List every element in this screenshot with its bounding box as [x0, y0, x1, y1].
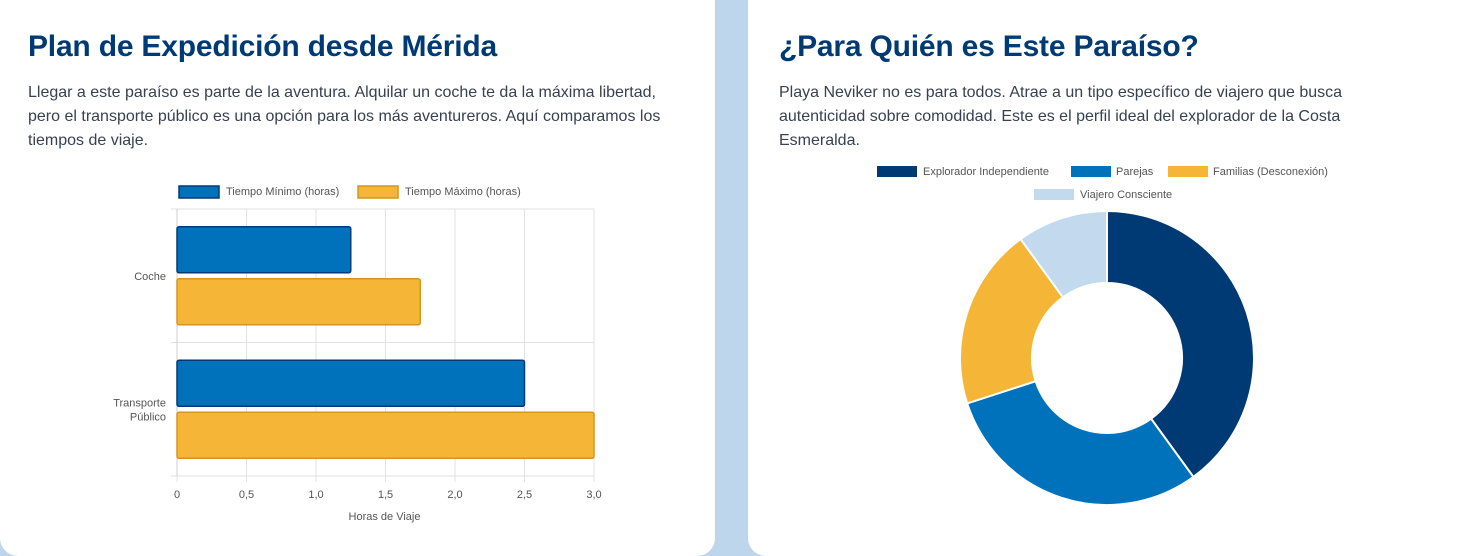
legend-swatch[interactable] — [1168, 166, 1208, 177]
x-axis-title: Horas de Viaje — [349, 511, 421, 523]
x-tick-label: 2,5 — [517, 489, 532, 501]
audience-title: ¿Para Quién es Este Paraíso? — [779, 30, 1199, 63]
bar[interactable] — [176, 411, 595, 459]
bar[interactable] — [176, 359, 526, 407]
travel-plan-description: Llegar a este paraíso es parte de la ave… — [28, 84, 661, 149]
legend-label[interactable]: Tiempo Máximo (horas) — [405, 186, 521, 198]
legend-swatch[interactable] — [877, 166, 917, 177]
y-tick-label: Público — [130, 411, 166, 423]
travel-plan-title: Plan de Expedición desde Mérida — [28, 30, 497, 63]
legend-label[interactable]: Familias (Desconexión) — [1213, 166, 1328, 178]
legend-label[interactable]: Explorador Independiente — [923, 166, 1049, 178]
x-tick-label: 1,0 — [308, 489, 323, 501]
audience-description: Playa Neviker no es para todos. Atrae a … — [779, 84, 1343, 149]
doughnut-slice[interactable] — [959, 237, 1065, 405]
audience-card: ¿Para Quién es Este Paraíso? Playa Nevik… — [748, 0, 1463, 556]
bar[interactable] — [176, 226, 352, 274]
legend-label[interactable]: Tiempo Mínimo (horas) — [226, 186, 339, 198]
x-tick-label: 0,5 — [239, 489, 254, 501]
y-tick-label: Transporte — [113, 397, 166, 409]
legend-swatch[interactable] — [1071, 166, 1111, 177]
x-tick-label: 2,0 — [447, 489, 462, 501]
legend-label[interactable]: Parejas — [1116, 166, 1154, 178]
doughnut-slice[interactable] — [1106, 209, 1255, 479]
bar[interactable] — [176, 278, 421, 326]
x-tick-label: 3,0 — [586, 489, 601, 501]
legend-swatch[interactable] — [178, 185, 220, 199]
legend-label[interactable]: Viajero Consciente — [1080, 189, 1172, 201]
x-tick-label: 1,5 — [378, 489, 393, 501]
legend-swatch[interactable] — [357, 185, 399, 199]
doughnut-slice[interactable] — [965, 379, 1195, 506]
doughnut-slice[interactable] — [1019, 209, 1108, 299]
travel-time-bar-chart: Tiempo Mínimo (horas) Tiempo Máximo (hora… — [113, 185, 602, 523]
legend-swatch[interactable] — [1034, 189, 1074, 200]
traveler-profile-doughnut-chart: Explorador Independiente Parejas Familias … — [877, 166, 1328, 506]
travel-plan-card: Plan de Expedición desde Mérida Llegar a… — [0, 0, 715, 556]
x-tick-label: 0 — [174, 489, 180, 501]
y-tick-label: Coche — [134, 271, 166, 283]
